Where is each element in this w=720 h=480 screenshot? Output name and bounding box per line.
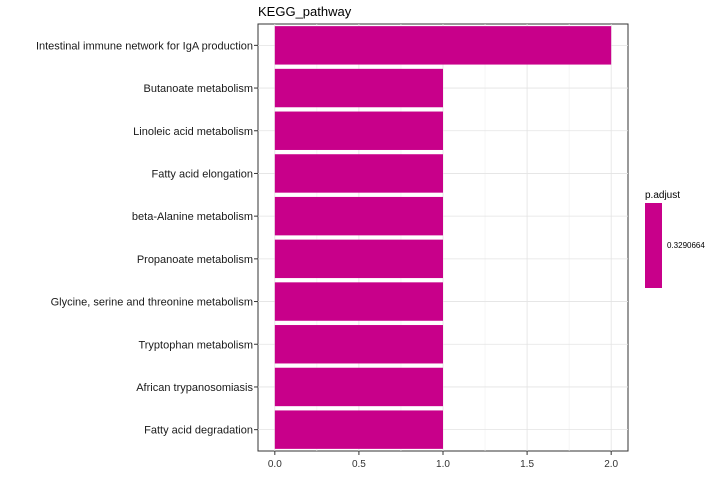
bar [274, 325, 443, 364]
bar [274, 68, 443, 108]
y-tick-label: Fatty acid degradation [144, 425, 253, 437]
x-tick-label: 0.0 [268, 459, 282, 470]
y-tick-label: Fatty acid elongation [151, 168, 253, 180]
bar [274, 196, 443, 236]
y-axis-labels: Intestinal immune network for IgA produc… [36, 40, 258, 437]
y-tick-label: Propanoate metabolism [137, 254, 253, 266]
bar [274, 26, 612, 65]
bar [274, 111, 443, 150]
bar [274, 239, 443, 279]
legend-title: p.adjust [645, 190, 680, 201]
bar [274, 410, 443, 449]
bar [274, 282, 443, 321]
bar [274, 367, 443, 407]
x-tick-label: 2.0 [604, 459, 618, 470]
x-tick-label: 1.5 [520, 459, 534, 470]
y-tick-label: African trypanosomiasis [136, 382, 253, 394]
y-tick-label: Linoleic acid metabolism [133, 126, 253, 138]
y-tick-label: beta-Alanine metabolism [132, 211, 253, 223]
legend-colorbar [645, 203, 662, 288]
legend-label: 0.3290664 [667, 241, 705, 250]
y-tick-label: Glycine, serine and threonine metabolism [51, 297, 253, 309]
y-tick-label: Intestinal immune network for IgA produc… [36, 40, 253, 52]
bars [274, 26, 612, 449]
bar [274, 154, 443, 193]
legend: p.adjust 0.3290664 [645, 190, 705, 288]
y-tick-label: Tryptophan metabolism [138, 339, 253, 351]
x-axis: 0.0 0.5 1.0 1.5 2.0 [268, 451, 619, 470]
chart-title: KEGG_pathway [258, 4, 352, 19]
x-tick-label: 1.0 [436, 459, 450, 470]
x-tick-label: 0.5 [352, 459, 366, 470]
y-tick-label: Butanoate metabolism [144, 83, 253, 95]
